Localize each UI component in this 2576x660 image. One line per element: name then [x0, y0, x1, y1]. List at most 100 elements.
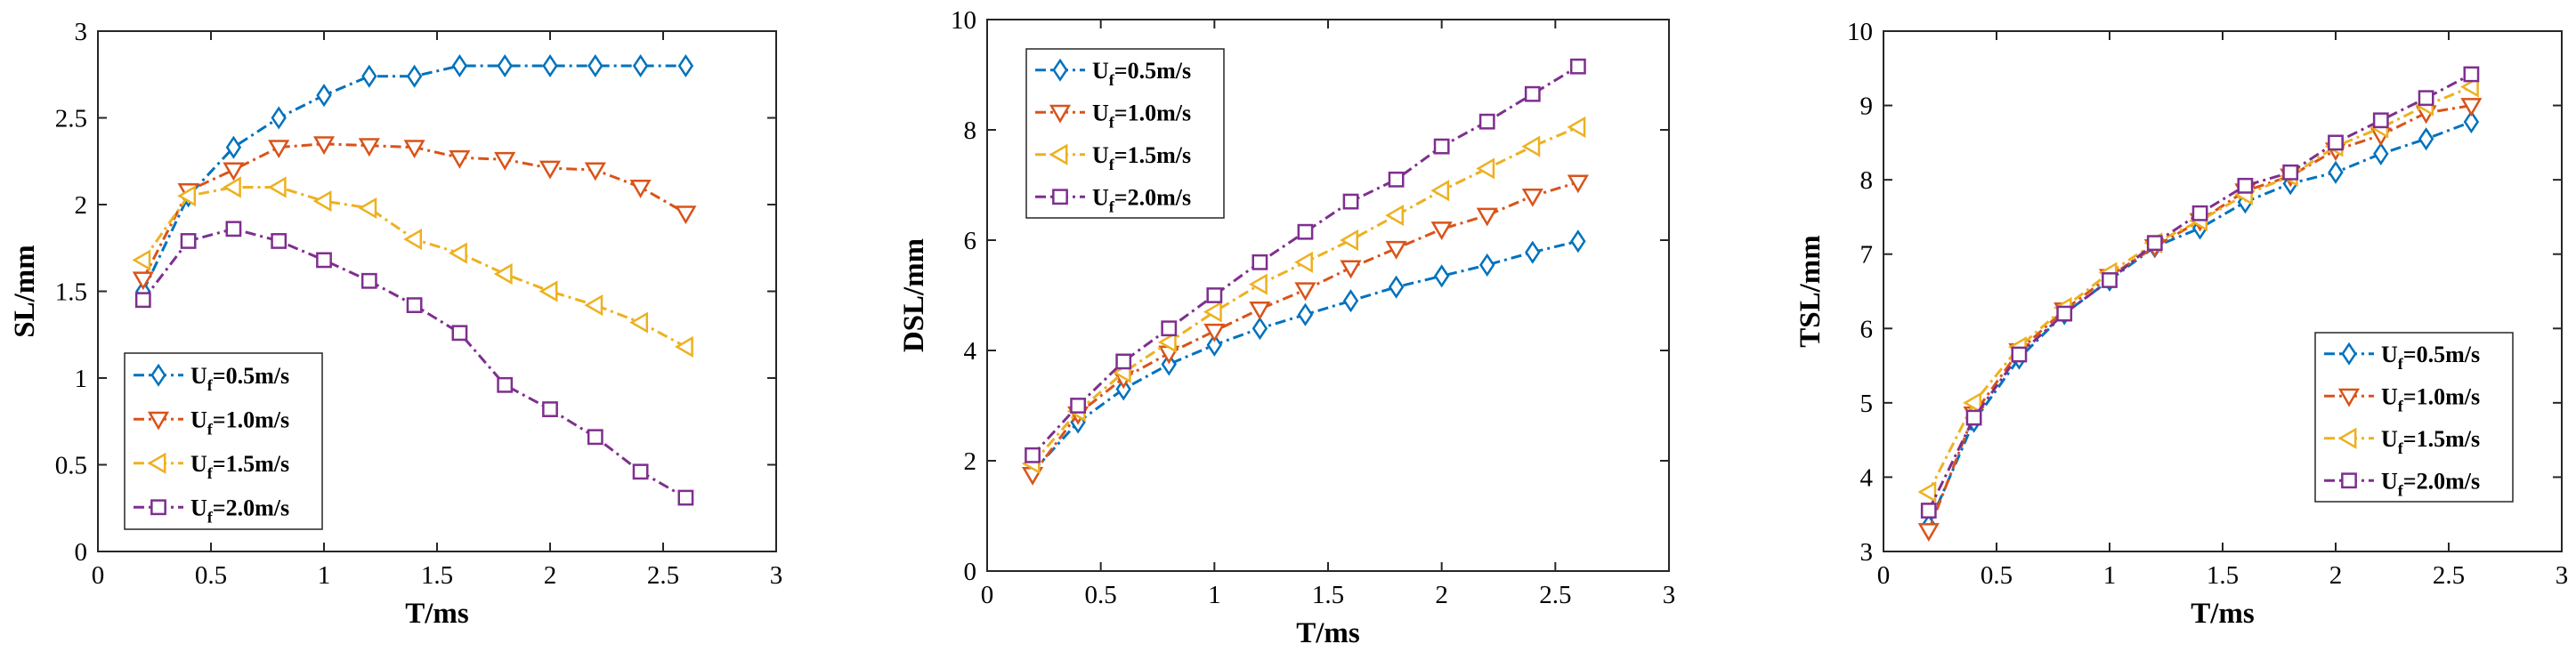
data-point [312, 190, 332, 213]
data-point [451, 53, 468, 78]
data-point [493, 262, 513, 286]
data-point [223, 176, 241, 198]
x-tick-label: 1 [2103, 561, 2117, 590]
x-tick-label: 2.5 [647, 561, 679, 590]
data-point [2328, 160, 2344, 184]
data-point [542, 401, 558, 418]
y-axis-label: TSL/mm [1794, 235, 1827, 348]
data-point [1297, 302, 1314, 326]
y-tick-label: 4 [964, 337, 977, 366]
legend-item-2: Uf=1.0m/s [2324, 383, 2480, 415]
legend-label-rest: =2.0m/s [1114, 184, 1191, 210]
data-point [132, 249, 151, 271]
data-point [497, 53, 513, 78]
data-point [1430, 221, 1453, 240]
legend-marker [1049, 104, 1072, 124]
data-point [406, 297, 423, 314]
legend-label: Uf=1.0m/s [2381, 383, 2480, 415]
data-point [1115, 353, 1132, 370]
legend-label: Uf=1.5m/s [1092, 142, 1191, 173]
data-point [358, 197, 377, 219]
legend-label-sub: f [207, 420, 214, 438]
data-point [2460, 76, 2479, 98]
data-point [360, 272, 377, 289]
data-point [1252, 254, 1268, 270]
x-tick-label: 1 [318, 561, 331, 590]
x-axis-label: T/ms [405, 598, 469, 630]
legend-marker [1052, 58, 1068, 82]
legend-label-main: U [2381, 342, 2398, 367]
data-point [1294, 282, 1316, 302]
data-point [2102, 272, 2118, 288]
series-line [142, 186, 687, 349]
y-tick-label: 2 [964, 447, 977, 476]
x-axis-label: T/ms [1296, 617, 1360, 649]
data-point [1388, 275, 1405, 299]
y-tick-label: 8 [964, 117, 977, 145]
data-point [268, 140, 290, 159]
data-point [542, 53, 558, 78]
legend-label-rest: =1.0m/s [2403, 383, 2480, 409]
data-point [316, 252, 332, 269]
y-tick-label: 1 [75, 365, 88, 393]
y-tick-label: 6 [1860, 315, 1874, 343]
y-tick-label: 6 [964, 227, 977, 255]
data-point [1025, 447, 1041, 463]
series-4 [1025, 58, 1586, 463]
legend-label-main: U [2381, 426, 2398, 452]
data-point [1917, 481, 1937, 503]
legend-label-rest: =1.5m/s [1114, 142, 1191, 168]
y-tick-label: 1.5 [55, 278, 87, 307]
legend-item-1: Uf=0.5m/s [134, 363, 289, 394]
data-point [403, 228, 423, 251]
data-point [449, 242, 467, 264]
legend-label-sub: f [1109, 71, 1115, 89]
legend-label: Uf=2.0m/s [1092, 184, 1191, 215]
data-point [1963, 391, 1982, 414]
data-point [1115, 377, 1131, 401]
data-point [2460, 98, 2483, 117]
series-3 [132, 176, 693, 358]
y-tick-label: 0.5 [55, 452, 87, 480]
legend-label: Uf=1.0m/s [1092, 100, 1191, 131]
x-tick-label: 1.5 [421, 561, 453, 590]
y-axis-label: DSL/mm [898, 238, 930, 352]
data-point [494, 151, 516, 171]
legend-label-sub: f [1109, 197, 1115, 215]
data-point [1430, 180, 1450, 202]
data-point [132, 271, 154, 291]
y-tick-label: 9 [1860, 93, 1874, 121]
legend-item-3: Uf=1.5m/s [1035, 142, 1191, 173]
data-point [675, 335, 693, 358]
legend-label-sub: f [2398, 397, 2404, 415]
y-tick-label: 2 [75, 191, 88, 220]
x-tick-label: 0 [981, 581, 994, 609]
legend-label: Uf=0.5m/s [2381, 342, 2480, 373]
y-tick-label: 10 [1847, 18, 1873, 46]
data-point [675, 205, 697, 225]
legend-label: Uf=0.5m/s [1092, 58, 1191, 89]
data-point [316, 84, 332, 108]
legend-label-rest: =0.5m/s [213, 363, 289, 389]
data-point [1161, 352, 1177, 376]
legend: Uf=0.5m/sUf=1.0m/sUf=1.5m/sUf=2.0m/s [124, 352, 323, 530]
data-point [2463, 66, 2480, 83]
x-tick-label: 2.5 [1539, 581, 1571, 609]
legend: Uf=0.5m/s Uf=1.0m/s Uf=1.5m/s Uf=2.0m/s [1025, 48, 1225, 219]
data-point [1524, 85, 1541, 102]
data-point [587, 429, 603, 446]
series-line [142, 64, 686, 293]
data-point [451, 325, 468, 342]
x-tick-label: 0.5 [1981, 561, 2013, 590]
y-tick-label: 4 [1860, 463, 1874, 492]
data-point [1478, 113, 1495, 130]
data-point [1157, 331, 1177, 353]
data-point [1567, 174, 1589, 194]
data-point [1249, 302, 1271, 320]
data-point [1388, 171, 1405, 188]
legend-item-3: Uf=1.5m/s [2324, 426, 2480, 457]
legend-marker [147, 411, 170, 431]
data-point [1203, 301, 1222, 323]
legend-item-4: Uf=2.0m/s [134, 495, 289, 526]
x-tick-label: 2.5 [2433, 561, 2465, 590]
